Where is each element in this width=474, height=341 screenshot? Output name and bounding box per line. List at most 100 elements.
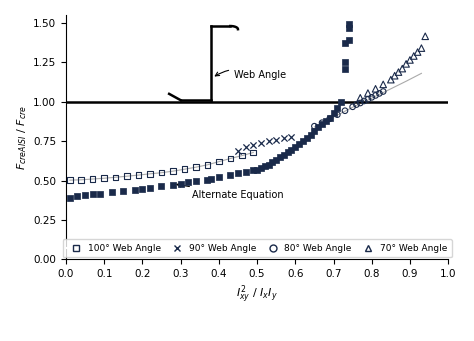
Point bbox=[299, 138, 307, 144]
Point bbox=[345, 22, 353, 27]
Point bbox=[421, 33, 429, 39]
Point bbox=[341, 41, 349, 46]
Point bbox=[177, 181, 184, 187]
Point bbox=[410, 53, 418, 59]
Point bbox=[192, 179, 200, 184]
Point bbox=[66, 177, 73, 183]
Point bbox=[402, 61, 410, 66]
Point bbox=[345, 25, 353, 30]
Point bbox=[379, 81, 387, 87]
Point bbox=[131, 187, 138, 193]
Point bbox=[280, 152, 288, 157]
Point bbox=[284, 149, 292, 155]
Point bbox=[242, 169, 249, 175]
Point bbox=[310, 128, 318, 134]
Point bbox=[77, 177, 85, 182]
Point bbox=[368, 94, 375, 100]
Point bbox=[341, 108, 349, 114]
Point bbox=[227, 172, 234, 178]
Point bbox=[372, 86, 379, 91]
Point bbox=[234, 148, 242, 153]
Point bbox=[261, 164, 268, 169]
Legend: 100° Web Angle, 90° Web Angle, 80° Web Angle, 70° Web Angle: 100° Web Angle, 90° Web Angle, 80° Web A… bbox=[63, 239, 452, 257]
Point bbox=[356, 100, 364, 106]
Point bbox=[379, 89, 387, 94]
Point bbox=[215, 159, 223, 164]
Point bbox=[138, 186, 146, 192]
Point bbox=[169, 182, 177, 188]
Point bbox=[257, 165, 264, 171]
Point bbox=[158, 170, 165, 175]
Text: Alternate Equation: Alternate Equation bbox=[177, 183, 284, 200]
Point bbox=[257, 140, 264, 146]
Point bbox=[418, 45, 425, 51]
Point bbox=[318, 120, 326, 125]
Point bbox=[334, 112, 341, 117]
Point bbox=[158, 183, 165, 189]
Point bbox=[375, 91, 383, 96]
Point bbox=[192, 164, 200, 170]
Point bbox=[326, 115, 334, 120]
Point bbox=[181, 166, 188, 172]
Point bbox=[108, 190, 116, 195]
Point bbox=[292, 145, 299, 150]
Point bbox=[249, 143, 257, 148]
Point bbox=[81, 192, 89, 198]
Point bbox=[391, 73, 399, 78]
Point bbox=[265, 138, 273, 144]
Point bbox=[249, 150, 257, 155]
Point bbox=[89, 192, 97, 197]
Point bbox=[395, 69, 402, 75]
Point bbox=[334, 105, 341, 111]
Point bbox=[372, 93, 379, 98]
Point bbox=[112, 175, 119, 180]
Point bbox=[288, 147, 295, 152]
Point bbox=[227, 156, 234, 161]
Point bbox=[364, 97, 372, 102]
Point bbox=[330, 110, 337, 116]
Point bbox=[303, 135, 310, 141]
Point bbox=[73, 194, 81, 199]
Point bbox=[135, 172, 142, 178]
Point bbox=[314, 124, 322, 130]
Text: Web Angle: Web Angle bbox=[215, 70, 286, 80]
Point bbox=[249, 168, 257, 173]
Point bbox=[269, 160, 276, 165]
Point bbox=[273, 137, 280, 142]
Point bbox=[387, 77, 395, 83]
Point bbox=[215, 175, 223, 180]
Point bbox=[97, 191, 104, 196]
Point bbox=[341, 66, 349, 71]
Point bbox=[345, 38, 353, 43]
Point bbox=[337, 99, 345, 104]
X-axis label: $I_{xy}^{2}$ / $I_xI_y$: $I_{xy}^{2}$ / $I_xI_y$ bbox=[236, 283, 278, 306]
Point bbox=[295, 142, 303, 147]
Point bbox=[203, 162, 211, 167]
Point bbox=[119, 189, 127, 194]
Point bbox=[349, 104, 356, 109]
Point bbox=[89, 176, 97, 182]
Point bbox=[280, 136, 288, 141]
Point bbox=[356, 95, 364, 101]
Point bbox=[66, 195, 73, 201]
Point bbox=[203, 177, 211, 182]
Point bbox=[273, 157, 280, 163]
Point bbox=[123, 174, 131, 179]
Point bbox=[242, 145, 249, 150]
Point bbox=[184, 180, 192, 185]
Point bbox=[234, 171, 242, 176]
Point bbox=[310, 123, 318, 129]
Point bbox=[364, 90, 372, 96]
Point bbox=[253, 167, 261, 172]
Point bbox=[146, 171, 154, 177]
Point bbox=[238, 153, 246, 159]
Point bbox=[276, 154, 284, 160]
Point bbox=[353, 102, 360, 107]
Y-axis label: $F_{cre AISI}$ / $F_{cre}$: $F_{cre AISI}$ / $F_{cre}$ bbox=[15, 105, 29, 170]
Point bbox=[399, 66, 406, 71]
Point bbox=[318, 121, 326, 127]
Point bbox=[208, 176, 215, 182]
Point bbox=[265, 162, 273, 167]
Point bbox=[146, 185, 154, 190]
Point bbox=[322, 118, 329, 123]
